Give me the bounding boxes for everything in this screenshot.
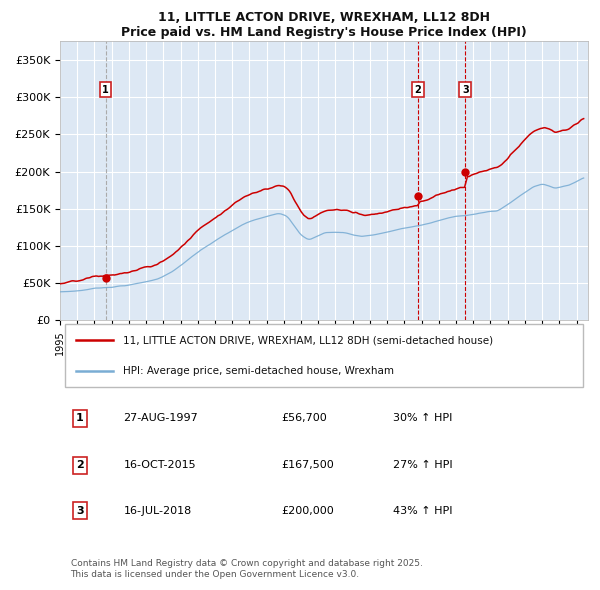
Text: 3: 3 (76, 506, 83, 516)
Title: 11, LITTLE ACTON DRIVE, WREXHAM, LL12 8DH
Price paid vs. HM Land Registry's Hous: 11, LITTLE ACTON DRIVE, WREXHAM, LL12 8D… (121, 11, 527, 39)
Text: £56,700: £56,700 (282, 414, 328, 424)
Text: 43% ↑ HPI: 43% ↑ HPI (392, 506, 452, 516)
Text: 16-JUL-2018: 16-JUL-2018 (124, 506, 191, 516)
Text: 2: 2 (415, 85, 421, 94)
Text: 1: 1 (103, 85, 109, 94)
Text: £167,500: £167,500 (282, 460, 335, 470)
Text: 2: 2 (76, 460, 83, 470)
Text: Contains HM Land Registry data © Crown copyright and database right 2025.
This d: Contains HM Land Registry data © Crown c… (71, 559, 422, 579)
Text: £200,000: £200,000 (282, 506, 335, 516)
Text: 16-OCT-2015: 16-OCT-2015 (124, 460, 196, 470)
FancyBboxPatch shape (65, 324, 583, 387)
Text: HPI: Average price, semi-detached house, Wrexham: HPI: Average price, semi-detached house,… (124, 366, 394, 376)
Text: 3: 3 (462, 85, 469, 94)
Text: 27% ↑ HPI: 27% ↑ HPI (392, 460, 452, 470)
Text: 11, LITTLE ACTON DRIVE, WREXHAM, LL12 8DH (semi-detached house): 11, LITTLE ACTON DRIVE, WREXHAM, LL12 8D… (124, 335, 493, 345)
Text: 30% ↑ HPI: 30% ↑ HPI (392, 414, 452, 424)
Text: 27-AUG-1997: 27-AUG-1997 (124, 414, 198, 424)
Text: 1: 1 (76, 414, 83, 424)
